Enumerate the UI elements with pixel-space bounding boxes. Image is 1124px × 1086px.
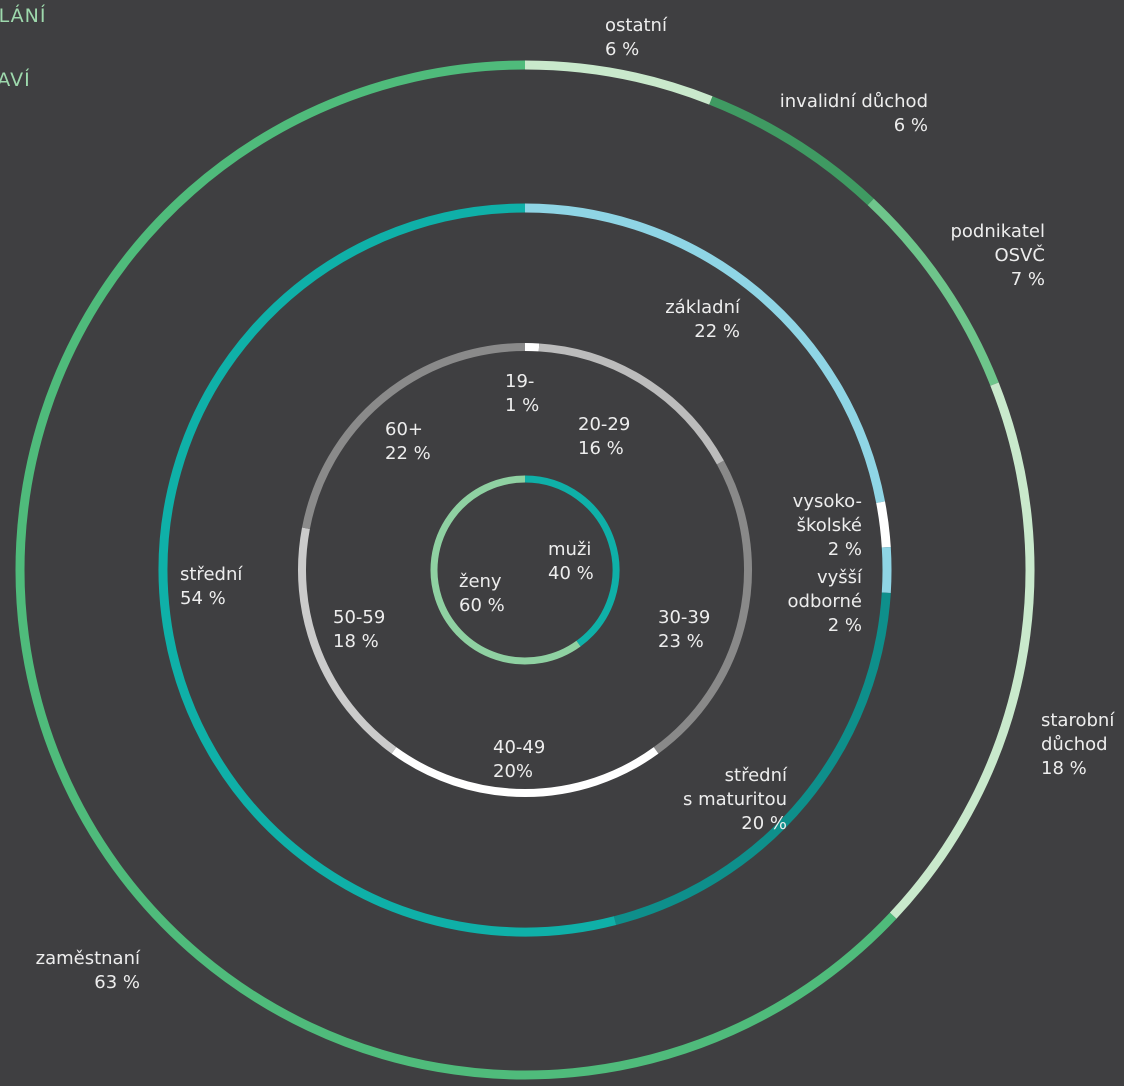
slice-label-text: zaměstnaní: [35, 948, 140, 969]
slice-value-text: 63 %: [94, 972, 140, 993]
slice-label-text: střední: [180, 564, 243, 585]
slice-value-text: 7 %: [1010, 269, 1045, 290]
slice-vzdelani-0: [524, 203, 886, 504]
slice-value-text: 18 %: [333, 631, 379, 652]
slice-label-text: vysoko-: [792, 491, 862, 512]
slice-label-text: střední: [724, 765, 787, 786]
slice-zamestnani-3: [889, 382, 1035, 919]
slice-label-text: ostatní: [605, 15, 667, 36]
slice-label-pohlavi-1: ženy 60 %: [459, 570, 505, 618]
slice-value-text: 16 %: [578, 438, 624, 459]
slice-vek-2: [653, 460, 753, 754]
slice-vzdelani-3: [613, 592, 891, 925]
slice-label-text: 19-: [505, 371, 535, 392]
slice-vek-4: [298, 527, 397, 754]
slice-label-vek-5: 60+ 22 %: [385, 418, 431, 466]
slice-zamestnani-1: [709, 96, 874, 206]
slice-pohlavi-1: [430, 475, 581, 665]
slice-value-text: 23 %: [658, 631, 704, 652]
slice-value-text: 54 %: [180, 588, 226, 609]
slice-value-text: 60 %: [459, 595, 505, 616]
slice-value-text: 20%: [493, 761, 534, 782]
slice-zamestnani-2: [867, 198, 999, 386]
slice-label-text: muži: [548, 539, 592, 560]
slice-vek-3: [391, 747, 659, 797]
slice-label-vek-4: 50-59 18 %: [333, 606, 385, 654]
slice-label-zamestnani-0: ostatní 6 %: [605, 14, 667, 62]
slice-label-vek-1: 20-29 16 %: [578, 413, 630, 461]
slice-label-pohlavi-0: muži 40 %: [548, 538, 594, 586]
slice-label-zamestnani-3: starobní důchod 18 %: [1041, 709, 1114, 781]
slice-label-vzdelani-3: střední s maturitou 20 %: [683, 764, 787, 836]
slice-value-text: 6 %: [605, 39, 640, 60]
slice-label-text: starobní: [1041, 710, 1115, 731]
slice-vek-5: [302, 343, 526, 529]
slice-value-text: 40 %: [548, 563, 594, 584]
slice-label-vek-3: 40-49 20%: [493, 736, 545, 784]
slice-label-text: školské: [796, 515, 862, 536]
slice-value-text: 2 %: [827, 539, 862, 560]
slice-label-text: 50-59: [333, 607, 386, 628]
slice-label-vzdelani-0: základní 22 %: [665, 296, 740, 344]
slice-label-text: 60+: [385, 419, 423, 440]
slice-label-text: důchod: [1041, 734, 1108, 755]
slice-value-text: 20 %: [741, 813, 787, 834]
slice-label-text: ženy: [459, 571, 502, 592]
slice-label-text: základní: [665, 297, 740, 318]
slice-vzdelani-2: [881, 546, 892, 594]
slice-label-vek-2: 30-39 23 %: [658, 606, 710, 654]
slice-zamestnani-0: [524, 60, 713, 105]
slice-label-zamestnani-2: podnikatel OSVČ 7 %: [950, 220, 1045, 292]
slice-value-text: 22 %: [385, 443, 431, 464]
slice-label-vzdelani-2: vyšší odborné 2 %: [788, 566, 862, 638]
slice-value-text: 2 %: [827, 615, 862, 636]
slice-value-text: 6 %: [893, 115, 928, 136]
slice-value-text: 1 %: [505, 395, 540, 416]
slice-vzdelani-1: [876, 501, 891, 548]
slice-label-zamestnani-4: zaměstnaní 63 %: [36, 947, 140, 995]
slice-value-text: 22 %: [694, 321, 740, 342]
slice-label-vzdelani-4: střední 54 %: [180, 563, 242, 611]
slice-vzdelani-4: [158, 203, 617, 937]
chart-title-line: DĚLÁNÍ: [0, 5, 47, 27]
slice-label-text: OSVČ: [994, 245, 1045, 266]
slice-label-text: 20-29: [578, 414, 631, 435]
slice-label-vzdelani-1: vysoko-školské 2 %: [793, 490, 862, 562]
slice-label-text: vyšší: [816, 567, 862, 588]
slice-value-text: 18 %: [1041, 758, 1087, 779]
slice-label-text: s maturitou: [682, 789, 787, 810]
slice-pohlavi-0: [524, 475, 620, 647]
slice-label-text: podnikatel: [950, 221, 1045, 242]
slice-zamestnani-4: [15, 60, 897, 1080]
chart-title-line: HLAVÍ: [0, 69, 31, 91]
slice-vek-1: [538, 343, 724, 465]
slice-label-zamestnani-1: invalidní důchod 6 %: [780, 90, 928, 138]
slice-label-vek-0: 19- 1 %: [505, 370, 539, 418]
slice-label-text: invalidní důchod: [779, 91, 928, 112]
slice-label-text: odborné: [787, 591, 862, 612]
slice-label-text: 40-49: [493, 737, 546, 758]
slice-label-text: 30-39: [658, 607, 711, 628]
